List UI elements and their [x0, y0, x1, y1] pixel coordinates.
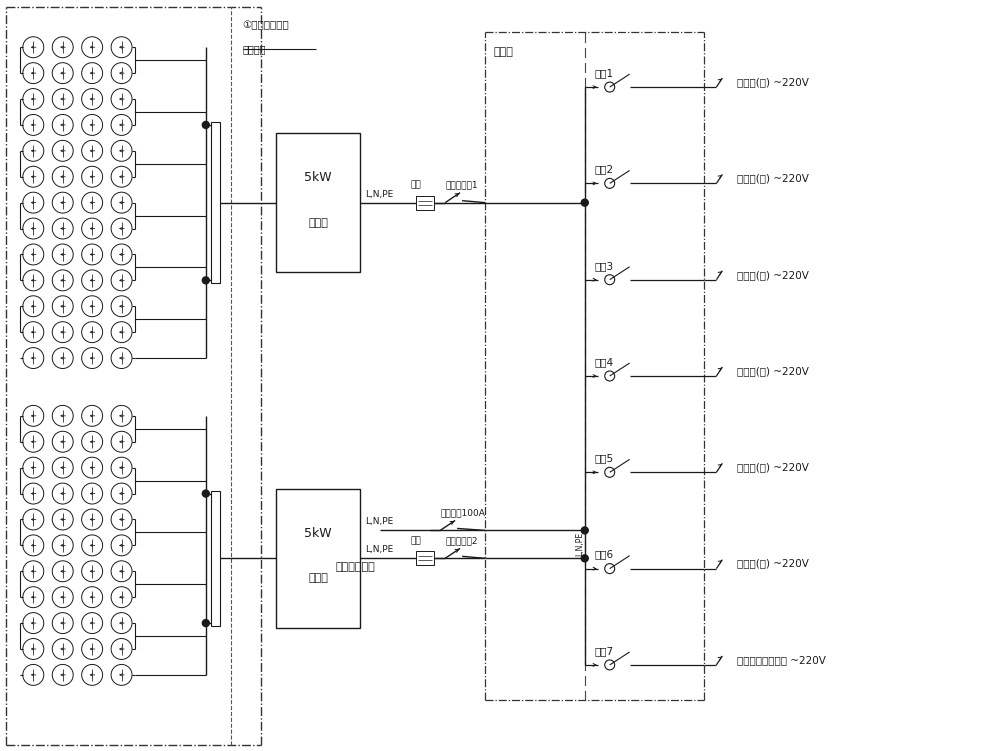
Text: 开关1: 开关1 [595, 68, 614, 78]
Text: 市电开关100A: 市电开关100A [440, 508, 485, 517]
Text: 电表: 电表 [410, 536, 421, 545]
Bar [416, 196, 434, 210]
Text: 直流部分: 直流部分 [243, 44, 266, 54]
Text: 逆变器开关2: 逆变器开关2 [445, 536, 478, 545]
Circle shape [581, 555, 588, 562]
Text: 市电接入电网: 市电接入电网 [335, 562, 375, 572]
Text: 监控及电脑用插座 ~220V: 监控及电脑用插座 ~220V [737, 655, 826, 665]
Text: 开关5: 开关5 [595, 454, 614, 463]
Circle shape [581, 527, 588, 534]
Text: 充电桦(一) ~220V: 充电桦(一) ~220V [737, 77, 809, 87]
Text: L,N,PE: L,N,PE [365, 517, 394, 526]
Circle shape [202, 122, 209, 128]
Text: 开关2: 开关2 [595, 164, 614, 174]
Text: 逆变器: 逆变器 [308, 218, 328, 228]
Bar [276, 489, 360, 628]
Text: 5kW: 5kW [304, 527, 332, 540]
Text: 逆变器: 逆变器 [308, 573, 328, 584]
Text: 开关6: 开关6 [595, 550, 614, 559]
Bar [211, 122, 220, 283]
Text: 开关3: 开关3 [595, 261, 614, 270]
Text: 充电桦(六) ~220V: 充电桦(六) ~220V [737, 559, 809, 569]
Text: 充电桦(二) ~220V: 充电桦(二) ~220V [737, 173, 809, 183]
Circle shape [202, 490, 209, 497]
Bar [211, 490, 220, 626]
Bar [416, 551, 434, 566]
Text: ①太阳能电池板: ①太阳能电池板 [243, 20, 289, 30]
Text: 逆变器开关1: 逆变器开关1 [445, 181, 478, 190]
Text: L,N,PE: L,N,PE [365, 545, 394, 554]
Bar [276, 133, 360, 273]
Circle shape [202, 620, 209, 626]
Text: 充电桦(五) ~220V: 充电桦(五) ~220V [737, 463, 809, 472]
Text: 配电盘: 配电盘 [493, 47, 513, 57]
Text: L,N,PE: L,N,PE [365, 190, 394, 199]
Text: 5kW: 5kW [304, 171, 332, 184]
Circle shape [581, 199, 588, 206]
Text: 开关7: 开关7 [595, 646, 614, 656]
Circle shape [202, 277, 209, 284]
Text: L,N,PE: L,N,PE [575, 532, 584, 556]
Text: 充电桦(三) ~220V: 充电桦(三) ~220V [737, 270, 809, 279]
Text: 开关4: 开关4 [595, 357, 614, 367]
Text: 充电桦(四) ~220V: 充电桦(四) ~220V [737, 366, 809, 376]
Text: 电表: 电表 [410, 181, 421, 190]
